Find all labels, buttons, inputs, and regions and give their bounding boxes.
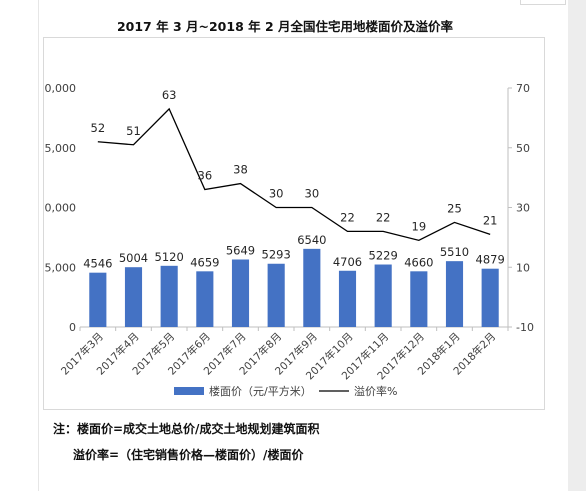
top-right-tab bbox=[520, 0, 566, 5]
bar-value-label: 5293 bbox=[262, 248, 291, 262]
line-value-label: 30 bbox=[269, 187, 284, 201]
bar bbox=[231, 259, 250, 327]
right-tick-label: 30 bbox=[516, 202, 530, 215]
chart-frame: 0 5,000 10,000 15,000 20,000 -10 10 30 50 70 4546 5… bbox=[43, 37, 545, 410]
bar-value-label: 5004 bbox=[119, 251, 148, 265]
bar-value-label: 4660 bbox=[404, 255, 433, 269]
right-tick-label: 70 bbox=[516, 82, 530, 95]
line-value-label: 25 bbox=[447, 201, 462, 215]
left-tick-label: 0 bbox=[69, 321, 76, 334]
chart-title: 2017 年 3 月~2018 年 2 月全国住宅用地楼面价及溢价率 bbox=[116, 19, 454, 34]
legend-bar-label: 楼面价（元/平方米） bbox=[209, 384, 312, 398]
bar bbox=[445, 261, 464, 327]
right-margin bbox=[568, 0, 586, 491]
right-tick-label: -10 bbox=[516, 321, 534, 334]
line-value-label: 52 bbox=[91, 121, 106, 135]
left-tick-label: 10,000 bbox=[44, 202, 76, 215]
line-value-label: 21 bbox=[483, 213, 498, 227]
legend-bar-swatch bbox=[174, 387, 204, 395]
line-value-label: 36 bbox=[198, 169, 213, 183]
bar-value-label: 5120 bbox=[155, 250, 184, 264]
bar-value-label: 5229 bbox=[369, 249, 398, 263]
left-divider bbox=[38, 0, 39, 491]
note-premium-rate: 溢价率=（住宅销售价格—楼面价）/楼面价 bbox=[73, 448, 304, 462]
line-value-label: 30 bbox=[305, 187, 320, 201]
bar-value-label: 5510 bbox=[440, 245, 469, 259]
bar bbox=[374, 264, 392, 327]
bar bbox=[481, 268, 499, 327]
left-tick-label: 15,000 bbox=[44, 142, 76, 155]
line-value-label: 51 bbox=[126, 124, 141, 138]
bar bbox=[303, 248, 321, 327]
right-tick-label: 10 bbox=[516, 261, 530, 274]
right-tick-label: 50 bbox=[516, 142, 530, 155]
bar-value-label: 4659 bbox=[190, 255, 219, 269]
bar bbox=[196, 271, 214, 327]
note-floor-price: 注：楼面价=成交土地总价/成交土地规划建筑面积 bbox=[53, 422, 320, 436]
line-value-label: 63 bbox=[162, 88, 177, 102]
line-series bbox=[97, 107, 491, 242]
bar bbox=[267, 263, 285, 327]
line-value-label: 22 bbox=[376, 210, 391, 224]
bar bbox=[410, 271, 428, 327]
bar bbox=[160, 265, 178, 327]
bar-value-label: 6540 bbox=[297, 233, 326, 247]
line-value-label: 19 bbox=[412, 219, 427, 233]
left-tick-label: 20,000 bbox=[44, 82, 76, 95]
left-tick-label: 5,000 bbox=[45, 261, 77, 274]
bar bbox=[124, 267, 143, 327]
bar-value-label: 4546 bbox=[83, 257, 112, 271]
line-value-label: 22 bbox=[340, 210, 355, 224]
bar bbox=[89, 272, 107, 327]
bar-value-label: 4706 bbox=[333, 255, 362, 269]
bar bbox=[338, 270, 357, 327]
combo-chart: 0 5,000 10,000 15,000 20,000 -10 10 30 50 70 4546 5… bbox=[44, 82, 534, 398]
bar-value-label: 4879 bbox=[476, 253, 505, 267]
line-value-label: 38 bbox=[233, 163, 248, 177]
legend-line-label: 溢价率% bbox=[354, 384, 397, 398]
bar-value-label: 5649 bbox=[226, 243, 255, 257]
